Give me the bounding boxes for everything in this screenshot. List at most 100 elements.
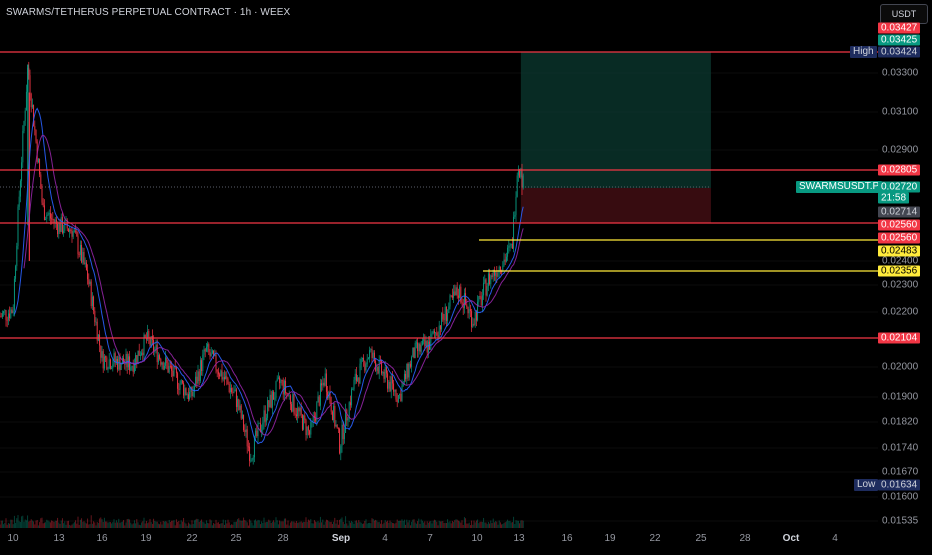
candle-body <box>159 355 160 359</box>
volume-bar <box>268 520 269 528</box>
yellow-level-tag: 0.02483 <box>878 246 920 257</box>
volume-bar <box>156 522 157 528</box>
volume-bar <box>511 522 512 528</box>
candle-body <box>452 295 453 297</box>
candle-body <box>148 331 149 338</box>
candle-body <box>224 377 225 379</box>
candle-body <box>262 423 263 430</box>
volume-bar <box>31 519 32 528</box>
candle-body <box>243 415 244 430</box>
candle-body <box>464 293 465 308</box>
volume-bar <box>501 524 502 528</box>
candle-body <box>39 159 40 174</box>
volume-bar <box>300 522 301 528</box>
candle-body <box>386 367 387 373</box>
candle-body <box>337 425 338 429</box>
candle-body <box>267 400 268 418</box>
candle-body <box>456 287 457 295</box>
volume-bar <box>498 525 499 528</box>
price-tick: 0.01600 <box>882 492 918 503</box>
candle-body <box>318 396 319 402</box>
candle-body <box>81 245 82 263</box>
volume-bar <box>75 520 76 528</box>
candle-body <box>216 355 217 370</box>
volume-bar <box>277 520 278 528</box>
candle-body <box>207 344 208 347</box>
volume-bar <box>466 523 467 528</box>
candle-body <box>252 460 253 461</box>
candle-body <box>156 345 157 349</box>
volume-bar <box>412 520 413 528</box>
volume-bar <box>326 520 327 528</box>
volume-bar <box>21 516 22 528</box>
volume-bar <box>139 525 140 528</box>
volume-bar <box>144 518 145 528</box>
candle-body <box>466 304 467 306</box>
candle-body <box>422 341 423 345</box>
volume-bar <box>211 520 212 528</box>
candle-body <box>283 380 284 394</box>
volume-bar <box>492 523 493 528</box>
volume-bar <box>366 519 367 528</box>
candle-body <box>166 357 167 363</box>
price-tick: 0.03100 <box>882 107 918 118</box>
volume-bar <box>295 523 296 528</box>
candle-body <box>482 295 483 305</box>
candle-body <box>426 341 427 346</box>
volume-bar <box>55 521 56 528</box>
volume-bar <box>111 523 112 528</box>
candle-body <box>105 356 106 357</box>
volume-bar <box>506 521 507 528</box>
candle-body <box>300 408 301 412</box>
candle-body <box>440 326 441 330</box>
volume-bar <box>157 522 158 528</box>
candle-body <box>480 296 481 297</box>
volume-bar <box>194 520 195 528</box>
volume-bar <box>442 521 443 528</box>
candle-body <box>325 373 326 385</box>
candle-body <box>187 394 188 395</box>
volume-bar <box>339 520 340 528</box>
volume-bar <box>416 524 417 528</box>
candle-body <box>236 390 237 407</box>
volume-bar <box>182 522 183 528</box>
volume-bar <box>427 521 428 528</box>
candle-body <box>222 370 223 379</box>
volume-bar <box>60 524 61 528</box>
candle-body <box>436 333 437 336</box>
candle-body <box>388 382 389 389</box>
date-tick: 4 <box>832 533 838 544</box>
volume-bar <box>56 521 57 528</box>
candle-body <box>295 414 296 415</box>
candle-body <box>14 279 15 311</box>
candle-body <box>339 429 340 453</box>
volume-bar <box>522 520 523 528</box>
volume-bar <box>342 517 343 528</box>
candle-body <box>475 312 476 325</box>
candle-body <box>358 377 359 383</box>
volume-bar <box>154 521 155 528</box>
volume-bar <box>303 522 304 528</box>
candle-body <box>78 236 79 254</box>
volume-bar <box>164 522 165 528</box>
currency-button[interactable]: USDT <box>880 4 928 24</box>
volume-bar <box>267 522 268 528</box>
candle-body <box>438 335 439 337</box>
volume-bar <box>240 520 241 528</box>
candle-body <box>188 394 189 399</box>
volume-bar <box>297 523 298 528</box>
volume-bar <box>28 522 29 528</box>
candle-body <box>9 313 10 318</box>
volume-bar <box>172 521 173 528</box>
candle-body <box>319 396 320 405</box>
volume-bar <box>320 517 321 528</box>
volume-bar <box>132 524 133 528</box>
candle-body <box>10 310 11 319</box>
candle-body <box>63 231 64 233</box>
volume-bar <box>122 522 123 528</box>
date-tick: 4 <box>382 533 388 544</box>
volume-bar <box>288 521 289 528</box>
volume-bar <box>30 521 31 528</box>
